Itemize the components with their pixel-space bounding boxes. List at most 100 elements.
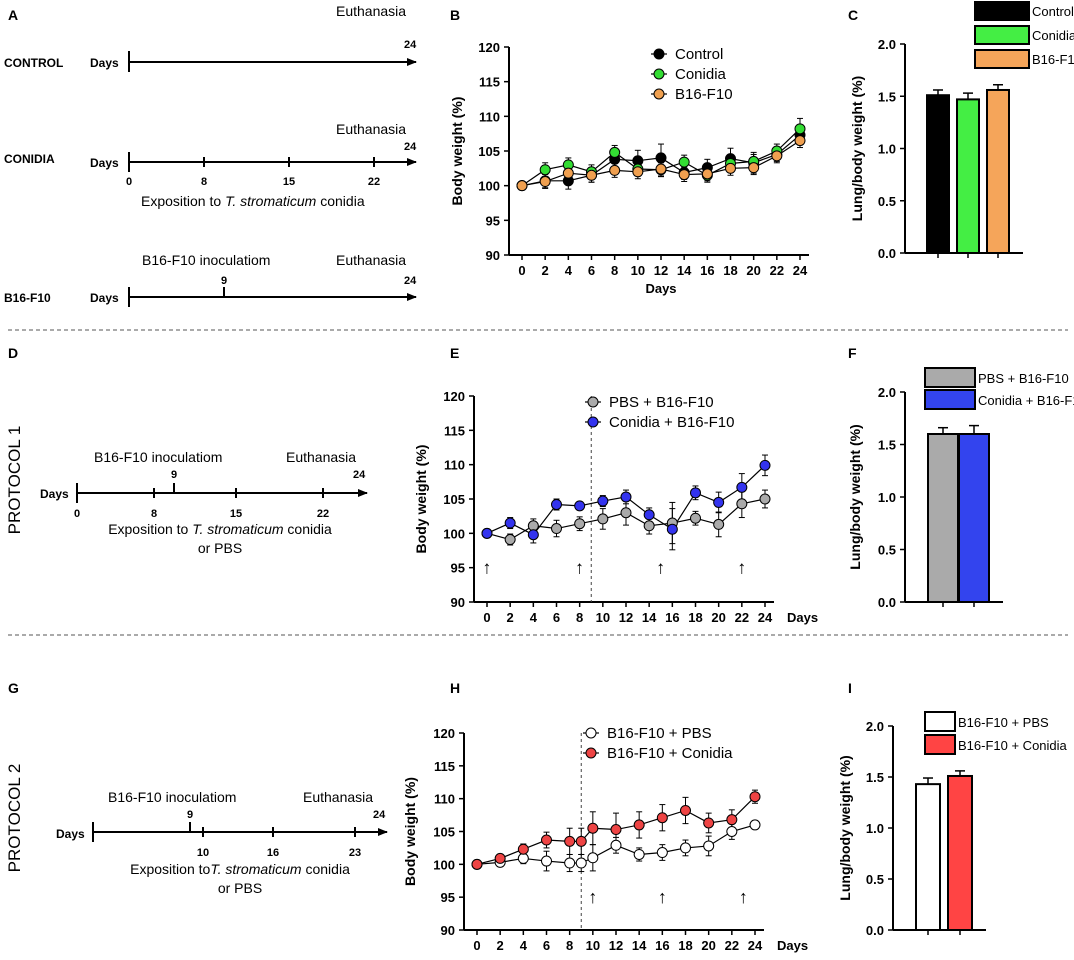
x-tick-label: 2 bbox=[507, 610, 514, 625]
data-point bbox=[678, 156, 690, 168]
y-axis-label: Body weight (%) bbox=[449, 97, 465, 206]
data-point bbox=[471, 858, 483, 870]
panel-letter-b: B bbox=[450, 7, 460, 23]
data-point bbox=[504, 517, 516, 529]
x-axis-label: Days bbox=[645, 281, 676, 296]
protocol-label: PROTOCOL 2 bbox=[5, 764, 24, 873]
legend-label: B16-F10 + Conidia bbox=[607, 745, 733, 762]
y-tick-label: 1.5 bbox=[878, 89, 896, 104]
data-point bbox=[794, 135, 806, 147]
y-tick-label: 115 bbox=[444, 423, 465, 438]
data-point bbox=[749, 791, 761, 803]
data-point bbox=[517, 843, 529, 855]
data-point bbox=[655, 163, 667, 175]
tick-label: 15 bbox=[283, 176, 295, 188]
y-tick-label: 0.0 bbox=[878, 595, 896, 610]
y-tick-label: 1.5 bbox=[878, 438, 896, 453]
days-label: Days bbox=[90, 156, 119, 170]
data-point bbox=[620, 507, 632, 519]
legend-label: B16-F10 + Conidia bbox=[958, 738, 1068, 753]
euthanasia-label: Euthanasia bbox=[336, 3, 406, 19]
data-point bbox=[609, 146, 621, 158]
legend-label: B16-F10 + PBS bbox=[958, 715, 1049, 730]
bar bbox=[956, 98, 980, 255]
euthanasia-label: Euthanasia bbox=[286, 449, 356, 465]
legend-label: Control bbox=[675, 46, 723, 63]
y-tick-label: 0.5 bbox=[878, 543, 896, 558]
protocol-label: PROTOCOL 1 bbox=[5, 426, 24, 535]
end-day-label: 24 bbox=[404, 141, 417, 153]
data-point bbox=[494, 852, 506, 864]
x-tick-label: 2 bbox=[497, 938, 504, 953]
tick-label: 8 bbox=[201, 176, 207, 188]
arrow-up-icon: ↑ bbox=[658, 887, 667, 907]
x-tick-label: 16 bbox=[700, 263, 714, 278]
x-tick-label: 24 bbox=[748, 938, 763, 953]
data-point bbox=[575, 835, 587, 847]
arrow-up-icon: ↑ bbox=[737, 558, 746, 578]
data-point bbox=[643, 509, 655, 521]
tick-label: 8 bbox=[151, 508, 157, 520]
legend-swatch bbox=[924, 367, 976, 388]
y-tick-label: 0.0 bbox=[878, 246, 896, 261]
data-point bbox=[703, 817, 715, 829]
y-tick-label: 90 bbox=[486, 248, 500, 263]
panel-letter-c: C bbox=[848, 7, 858, 23]
panel-letter-e: E bbox=[450, 345, 459, 361]
chart-f: F 0.0 0.5 1.0 1.5 2.0 Lung/body weight (%) PBS … bbox=[847, 345, 1074, 610]
legend-swatch bbox=[974, 25, 1030, 45]
data-point bbox=[726, 814, 738, 826]
legend-label: B16-F10 bbox=[1032, 52, 1074, 67]
data-point bbox=[575, 857, 587, 869]
data-point bbox=[574, 518, 586, 530]
data-point bbox=[655, 152, 667, 164]
exposition-label: Exposition to T. stromaticum conidia bbox=[141, 193, 365, 209]
end-day-label: 24 bbox=[404, 39, 417, 51]
data-point bbox=[703, 840, 715, 852]
y-axis-label: Lung/body weight (%) bbox=[847, 424, 863, 569]
data-point bbox=[713, 496, 725, 508]
y-axis-label: Lung/body weight (%) bbox=[849, 76, 865, 221]
data-point bbox=[794, 123, 806, 135]
tick-label: 22 bbox=[317, 508, 329, 520]
x-tick-label: 14 bbox=[632, 938, 647, 953]
tick-label: 10 bbox=[197, 847, 209, 859]
data-point bbox=[726, 826, 738, 837]
y-tick-label: 120 bbox=[433, 726, 455, 741]
y-tick-label: 105 bbox=[478, 144, 500, 159]
data-point bbox=[643, 520, 655, 532]
exposition-label: Exposition to T. stromaticum conidia bbox=[108, 521, 332, 537]
end-day-label: 24 bbox=[373, 809, 386, 821]
data-point bbox=[597, 513, 609, 525]
y-tick-label: 100 bbox=[478, 179, 500, 194]
arrow-up-icon: ↑ bbox=[483, 558, 492, 578]
x-tick-label: 8 bbox=[611, 263, 618, 278]
data-point bbox=[597, 495, 609, 507]
legend-swatch bbox=[924, 389, 976, 410]
data-point bbox=[587, 822, 599, 834]
x-tick-label: 8 bbox=[566, 938, 573, 953]
data-point bbox=[551, 498, 562, 510]
y-tick-label: 105 bbox=[443, 492, 465, 507]
y-tick-label: 115 bbox=[479, 75, 500, 90]
data-point bbox=[586, 169, 597, 181]
legend-label: PBS + B16-F10 bbox=[978, 371, 1069, 386]
data-point bbox=[504, 534, 516, 546]
inoculation-label: B16-F10 inoculatiom bbox=[142, 252, 270, 268]
panel-letter-i: I bbox=[848, 680, 852, 696]
end-day-label: 24 bbox=[353, 469, 366, 481]
data-point bbox=[680, 804, 691, 816]
y-tick-label: 0.0 bbox=[866, 923, 884, 938]
euthanasia-label: Euthanasia bbox=[336, 252, 406, 268]
data-point bbox=[725, 162, 736, 174]
y-tick-label: 90 bbox=[451, 595, 465, 610]
data-point bbox=[481, 527, 493, 539]
end-day-label: 24 bbox=[404, 275, 417, 287]
data-point bbox=[680, 842, 691, 854]
x-tick-label: 16 bbox=[655, 938, 669, 953]
exposition-label: Exposition toT. stromaticum conidia bbox=[130, 861, 350, 877]
data-point bbox=[759, 493, 771, 505]
y-tick-label: 1.0 bbox=[878, 490, 896, 505]
